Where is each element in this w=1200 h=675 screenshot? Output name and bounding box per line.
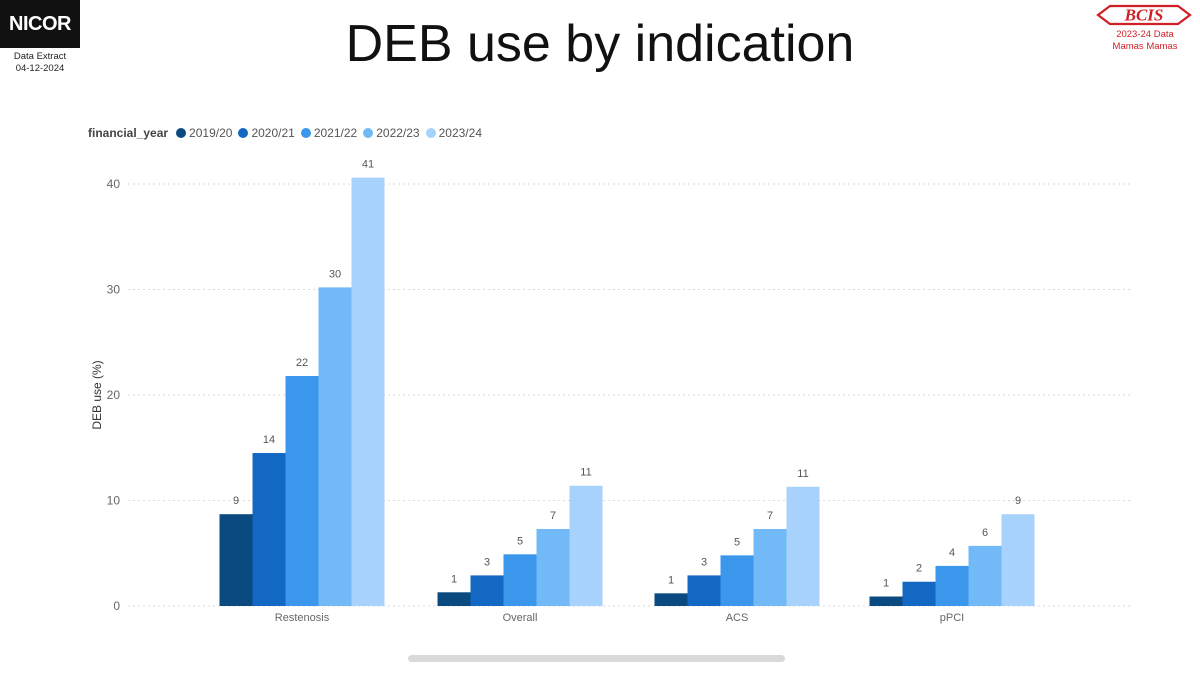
y-tick-label: 30 <box>107 283 121 297</box>
bar <box>536 528 570 606</box>
page-title: DEB use by indication <box>345 15 855 73</box>
bcis-logo-text: BCIS <box>1124 6 1164 25</box>
legend-title: financial_year <box>88 126 169 140</box>
legend-color-dot <box>363 128 374 138</box>
bar <box>219 514 253 606</box>
bar-data-label: 1 <box>883 578 889 590</box>
legend-item[interactable]: 2022/23 <box>363 126 420 140</box>
bar <box>1001 514 1035 606</box>
y-tick-label: 40 <box>107 177 121 191</box>
bar-data-label: 7 <box>550 510 556 522</box>
bar-data-label: 9 <box>233 495 239 507</box>
bar <box>720 555 754 606</box>
bcis-subtitle-line1: 2023-24 Data <box>1116 29 1174 40</box>
bar <box>252 453 286 606</box>
legend-item-label: 2021/22 <box>313 126 358 140</box>
legend-item[interactable]: 2019/20 <box>176 126 232 140</box>
legend-item-label: 2019/20 <box>189 126 233 140</box>
bar <box>753 528 787 606</box>
bar-data-label: 3 <box>484 556 490 568</box>
bar <box>503 554 537 606</box>
bar <box>437 592 471 606</box>
bar <box>285 376 319 606</box>
bar <box>569 485 603 606</box>
legend-item[interactable]: 2023/24 <box>425 126 482 140</box>
horizontal-scrollbar[interactable] <box>408 655 785 662</box>
bar-data-label: 1 <box>668 574 674 586</box>
bar-data-label: 11 <box>580 467 591 479</box>
bar-data-label: 2 <box>916 563 922 575</box>
legend-color-dot <box>425 128 436 138</box>
legend-item-label: 2022/23 <box>376 126 420 140</box>
legend-color-dot <box>300 128 311 138</box>
legend-color-dot <box>238 128 249 138</box>
bar <box>470 575 504 606</box>
legend-item-label: 2023/24 <box>438 126 482 140</box>
bar-data-label: 11 <box>797 468 808 480</box>
x-tick-label: pPCI <box>940 612 964 624</box>
bar <box>902 581 936 606</box>
bar <box>786 486 820 606</box>
bar-data-label: 6 <box>982 527 988 539</box>
bar <box>687 575 721 606</box>
x-tick-label: ACS <box>726 612 749 624</box>
bar <box>351 177 385 607</box>
bar-data-label: 22 <box>296 357 308 369</box>
y-tick-label: 10 <box>107 494 121 508</box>
legend-item[interactable]: 2020/21 <box>238 126 295 140</box>
bar <box>869 596 903 606</box>
bar <box>935 565 969 606</box>
nicor-logo: NICOR <box>0 0 80 48</box>
bcis-logo: BCIS <box>1096 4 1192 26</box>
bar-data-label: 1 <box>451 573 457 585</box>
y-tick-label: 20 <box>107 388 121 402</box>
x-tick-label: Restenosis <box>275 612 330 624</box>
legend-color-dot <box>176 128 187 138</box>
bcis-logo-shape <box>1096 4 1192 26</box>
y-tick-label: 0 <box>113 599 120 613</box>
bar <box>318 287 352 606</box>
bar-data-label: 7 <box>767 510 773 522</box>
bar-data-label: 5 <box>734 536 740 548</box>
bar-data-label: 41 <box>362 159 374 171</box>
legend-item-label: 2020/21 <box>251 126 295 140</box>
legend-items: 2019/20 2020/21 2021/22 2022/23 2023/24 <box>176 126 488 140</box>
x-tick-label: Overall <box>503 612 538 624</box>
bar-data-label: 5 <box>517 535 523 547</box>
bar-data-label: 4 <box>949 547 955 559</box>
y-axis-title: DEB use (%) <box>90 360 104 429</box>
data-extract-date: 04-12-2024 <box>15 63 65 74</box>
bar-data-label: 9 <box>1015 495 1021 507</box>
legend-item[interactable]: 2021/22 <box>300 126 358 140</box>
bar <box>968 545 1002 606</box>
data-extract-label: Data Extract <box>13 51 67 62</box>
bar-data-label: 30 <box>329 268 341 280</box>
bar <box>654 593 688 606</box>
chart-legend: financial_year 2019/20 2020/21 2021/22 2022… <box>88 126 488 140</box>
bar-data-label: 14 <box>263 434 275 446</box>
bcis-subtitle-line2: Mamas Mamas <box>1112 41 1178 52</box>
bar-data-label: 3 <box>701 556 707 568</box>
